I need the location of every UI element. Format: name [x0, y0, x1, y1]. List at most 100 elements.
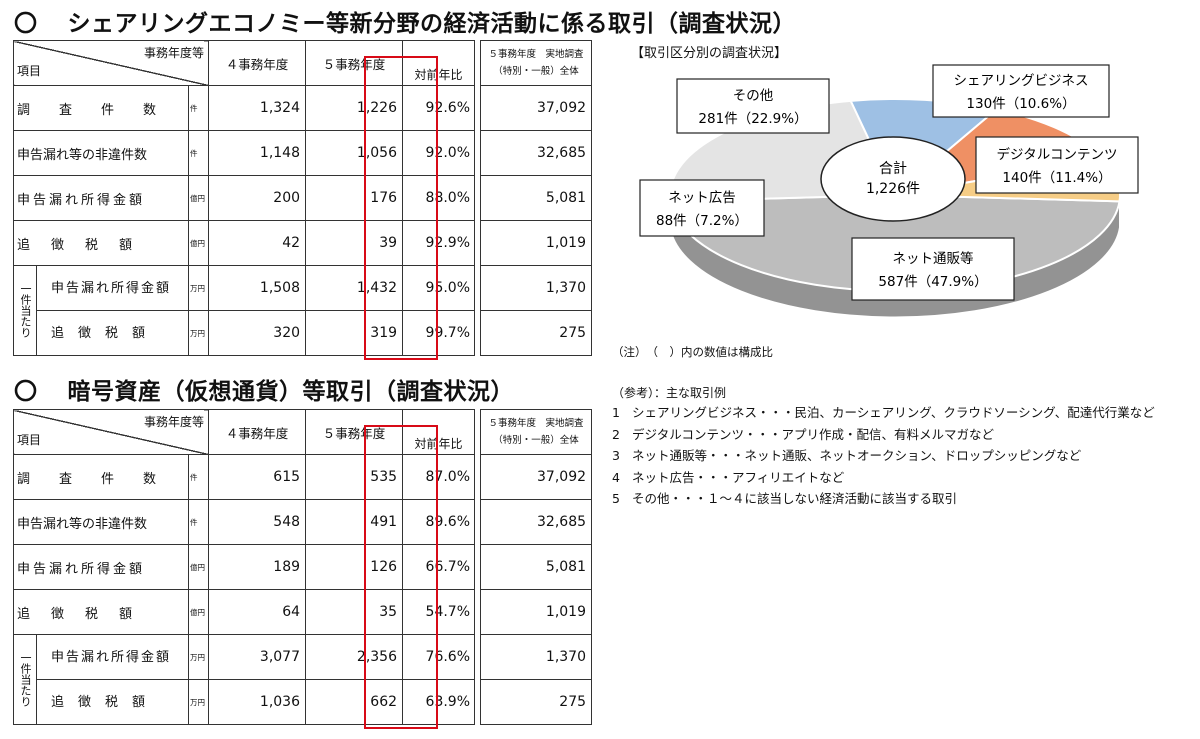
note-text: （注） （ ）内の数値は構成比 — [612, 345, 773, 359]
total-value: 275 — [480, 310, 593, 356]
pie-slice-value: 88件（7.2%） — [656, 213, 748, 229]
per-case-label: 一件当たり — [14, 635, 37, 723]
pie-slice-value: 140件（11.4%） — [1002, 170, 1111, 186]
fy4-value: 189 — [208, 544, 307, 590]
fy4-value: 42 — [208, 220, 307, 266]
total-value: 275 — [480, 679, 593, 725]
reference-item: 1 シェアリングビジネス・・・民泊、カーシェアリング、クラウドソーシング、配達代行… — [612, 402, 1155, 424]
total-value: 37,092 — [480, 454, 593, 500]
fy5-value: 2,356 — [305, 634, 404, 680]
pie-chart-title: 【取引区分別の調査状況】 — [631, 46, 788, 61]
section-heading-crypto: 〇 暗号資産（仮想通貨）等取引（調査状況） — [14, 372, 514, 406]
row-unit: 件 — [188, 499, 210, 545]
sharing-economy-table: 事務年度等 項目 ４事務年度 ５事務年度 対前年比 ５事務年度 実地調査 （特別・一… — [12, 40, 593, 356]
row-unit: 万円 — [188, 265, 210, 311]
heading-text: 暗号資産（仮想通貨）等取引（調査状況） — [67, 379, 514, 405]
crypto-table: 事務年度等 項目 ４事務年度 ５事務年度 対前年比 ５事務年度 実地調査 （特別・一… — [12, 409, 593, 725]
ratio-value: 76.6% — [402, 634, 476, 680]
row-unit: 億円 — [188, 589, 210, 635]
reference-item: 4 ネット広告・・・アフィリエイトなど — [612, 467, 1155, 489]
reference-item: 5 その他・・・１～４に該当しない経済活動に該当する取引 — [612, 488, 1155, 510]
header-diagonal-cell: 事務年度等 項目 — [12, 40, 210, 86]
per-case-group: 一件当たり 申告漏れ所得金額 — [12, 265, 190, 354]
pie-slice-name: その他 — [733, 88, 774, 104]
fy4-value: 1,324 — [208, 85, 307, 131]
table-row: 追徴税額 万円 1,036 662 63.9% 275 — [12, 679, 593, 725]
fy4-value: 320 — [208, 310, 307, 356]
header-fy5: ５事務年度 — [305, 409, 404, 455]
reference-item-text: ネット広告・・・アフィリエイトなど — [632, 469, 845, 485]
reference-item-text: ネット通販等・・・ネット通販、ネットオークション、ドロップシッピングなど — [632, 448, 1082, 463]
header-total: ５事務年度 実地調査 （特別・一般）全体 — [480, 409, 593, 455]
reference-item-number: 3 — [612, 448, 620, 463]
table-row: 追徴税額 億円 42 39 92.9% 1,019 — [12, 220, 593, 266]
fy4-value: 1,148 — [208, 130, 307, 176]
ratio-value: 95.0% — [402, 265, 476, 311]
header-ratio: 対前年比 — [402, 40, 476, 86]
header-item-label: 項目 — [17, 433, 42, 447]
fy4-value: 3,077 — [208, 634, 307, 680]
pie-slice-name: ネット広告 — [668, 190, 736, 206]
total-value: 32,685 — [480, 130, 593, 176]
pie-center-value: 1,226件 — [866, 181, 920, 197]
table-row: 調査件数 件 615 535 87.0% 37,092 — [12, 454, 593, 500]
pie-center-ellipse — [820, 136, 966, 222]
row-label: 追徴税額 — [51, 694, 160, 710]
row-unit: 万円 — [188, 310, 210, 356]
row-label: 申告漏れ所得金額 — [12, 544, 190, 590]
fy4-value: 200 — [208, 175, 307, 221]
ratio-value: 54.7% — [402, 589, 476, 635]
table-row: 申告漏れ所得金額 億円 189 126 66.7% 5,081 — [12, 544, 593, 590]
row-label: 申告漏れ所得金額 — [51, 649, 172, 665]
ratio-value: 92.6% — [402, 85, 476, 131]
ratio-value: 89.6% — [402, 499, 476, 545]
table-row: 申告漏れ所得金額 億円 200 176 88.0% 5,081 — [12, 175, 593, 221]
row-unit: 件 — [188, 130, 210, 176]
row-label: 申告漏れ等の非違件数 — [12, 499, 190, 545]
pie-callout-box — [851, 237, 1015, 301]
pie-slice-name: シェアリングビジネス — [954, 73, 1089, 89]
pie-slice-name: ネット通販等 — [893, 250, 974, 267]
header-fy4: ４事務年度 — [208, 40, 307, 86]
header-fy5: ５事務年度 — [305, 40, 404, 86]
ratio-value: 88.0% — [402, 175, 476, 221]
row-label: 申告漏れ所得金額 — [12, 175, 190, 221]
reference-item-text: シェアリングビジネス・・・民泊、カーシェアリング、クラウドソーシング、配達代行業… — [632, 405, 1155, 420]
total-value: 1,370 — [480, 265, 593, 311]
reference-list: 1 シェアリングビジネス・・・民泊、カーシェアリング、クラウドソーシング、配達代行… — [612, 402, 1155, 510]
header-total: ５事務年度 実地調査 （特別・一般）全体 — [480, 40, 593, 86]
row-unit: 億円 — [188, 544, 210, 590]
section-heading-sharing-economy: 〇 シェアリングエコノミー等新分野の経済活動に係る取引（調査状況） — [14, 4, 796, 38]
total-value: 1,019 — [480, 589, 593, 635]
fy5-value: 35 — [305, 589, 404, 635]
row-unit: 万円 — [188, 679, 210, 725]
fy5-value: 1,056 — [305, 130, 404, 176]
row-unit: 万円 — [188, 634, 210, 680]
fy4-value: 615 — [208, 454, 307, 500]
header-ratio: 対前年比 — [402, 409, 476, 455]
pie-slice-name: デジタルコンテンツ — [997, 146, 1118, 163]
reference-item-number: 1 — [612, 405, 620, 420]
reference-item-number: 2 — [612, 426, 620, 442]
pie-callout-box — [932, 64, 1110, 118]
fy5-value: 1,432 — [305, 265, 404, 311]
fy4-value: 548 — [208, 499, 307, 545]
fy5-value: 176 — [305, 175, 404, 221]
header-item-label: 項目 — [17, 64, 42, 78]
total-value: 5,081 — [480, 544, 593, 590]
per-case-label: 一件当たり — [14, 266, 37, 354]
fy5-value: 319 — [305, 310, 404, 356]
fy5-value: 39 — [305, 220, 404, 266]
fy5-value: 1,226 — [305, 85, 404, 131]
circle-bullet-icon: 〇 — [14, 379, 38, 405]
row-label: 追徴税額 — [12, 220, 190, 266]
table-row: 申告漏れ等の非違件数 件 1,148 1,056 92.0% 32,685 — [12, 130, 593, 176]
fy5-value: 535 — [305, 454, 404, 500]
header-fy4: ４事務年度 — [208, 409, 307, 455]
row-label: 申告漏れ等の非違件数 — [12, 130, 190, 176]
ratio-value: 66.7% — [402, 544, 476, 590]
reference-title: （参考）：主な取引例 — [612, 386, 727, 400]
heading-text: シェアリングエコノミー等新分野の経済活動に係る取引（調査状況） — [67, 11, 796, 37]
pie-center-label: 合計 — [879, 161, 907, 177]
